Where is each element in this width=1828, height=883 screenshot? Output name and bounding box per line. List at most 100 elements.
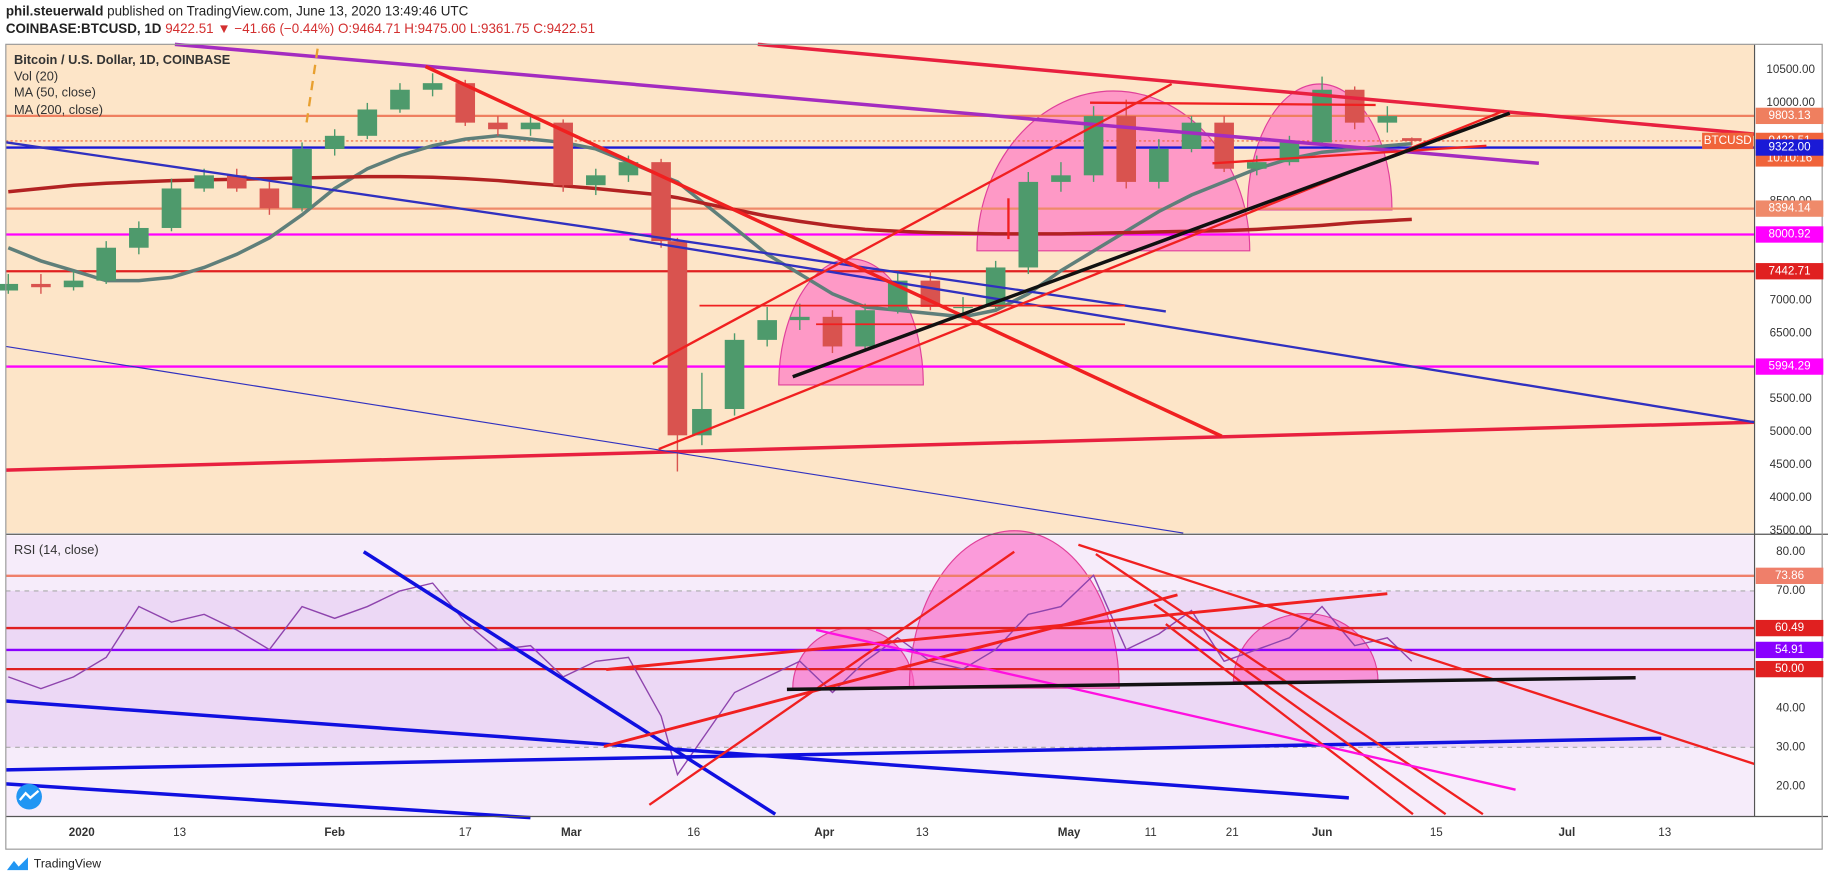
chart-title: RSI (14, close) [14,542,99,557]
header-line: phil.steuerwald published on TradingView… [6,3,469,18]
ohlc: O:9464.71 H:9475.00 L:9361.75 C:9422.51 [338,21,595,36]
candle-body [953,306,973,309]
author: phil.steuerwald [6,3,104,18]
candle-body [1083,116,1104,176]
footer: TradingView [6,857,101,871]
candle-body [667,241,688,436]
y-tick-label: 10500.00 [1766,63,1815,76]
y-tick-label: 6500.00 [1770,326,1813,339]
x-tick-label: 13 [173,826,186,839]
candle-body [63,280,84,288]
legend-entry: MA (200, close) [14,102,103,117]
candle-body [822,316,843,347]
trend-line [174,42,1540,166]
level-label-box [1755,226,1824,243]
candle-body [1181,122,1202,149]
candle-body [31,283,51,288]
footer-text: TradingView [34,857,101,871]
trend-line [792,111,1511,379]
level-label: 8000.92 [1768,228,1810,241]
candle-body [1377,116,1398,123]
symbol-tag: BTCUSD [1704,134,1752,147]
last-price: 9422.51 [165,21,213,36]
x-tick-label: Feb [324,826,345,839]
candle-body [422,83,443,90]
y-tick-label: 10000.00 [1766,96,1815,109]
candle-body [790,316,810,321]
candle-body [586,175,606,186]
candle-body [1051,175,1071,182]
trend-line [5,345,1184,534]
trend-line [5,141,1166,313]
candle-body [1312,89,1332,143]
level-label-box [1755,358,1824,375]
candle-body [618,162,639,176]
trend-line [652,82,1173,365]
level-label: 7442.71 [1768,264,1810,277]
candle-body [1018,181,1039,268]
level-label-box [1755,107,1824,125]
candle-body [1344,89,1365,123]
trend-line [305,44,320,123]
symbol-tag-box [1702,132,1754,150]
y-tick-label: 70.00 [1776,584,1806,597]
candle-body [1116,116,1137,182]
y-tick-label: 5000.00 [1770,425,1813,438]
moving-average [8,174,1412,236]
level-label: 5994.29 [1768,360,1810,373]
candle-body [161,188,182,228]
level-label-box [1755,641,1824,659]
candle-body [390,89,410,110]
candle-body [724,339,745,409]
level-label: 50.00 [1775,662,1805,675]
legend-entry: Vol (20) [14,68,58,83]
y-tick-label: 3500.00 [1770,524,1813,537]
trend-line [5,782,531,820]
trend-line [815,628,1516,791]
trend-line [362,550,777,816]
level-label-box [1755,619,1824,637]
y-tick-label: 80.00 [1776,545,1806,558]
y-tick-label: 40.00 [1776,701,1806,714]
x-tick-label: 13 [1658,826,1671,839]
level-label: 60.49 [1775,621,1804,634]
candle-body [357,109,378,136]
arch [778,258,924,386]
candle-body [855,310,875,347]
trend-line [1078,543,1755,766]
trend-line [648,550,1015,806]
pane-logo [16,783,42,810]
level-label: 73.86 [1775,569,1804,582]
candle-body [553,122,573,186]
trend-line [5,699,1349,800]
y-tick-label: 7000.00 [1770,293,1813,306]
candle-body [1149,148,1169,182]
logo-mark [18,789,40,801]
x-tick-label: 15 [1430,826,1443,839]
y-tick-label: 30.00 [1776,740,1806,753]
trend-line [1090,101,1376,107]
footer-logo [6,857,28,871]
trend-line [757,42,1755,136]
price-change: ▼ −41.66 (−0.44%) [217,21,334,36]
candle-body [651,162,671,242]
level-label-box [1755,200,1824,217]
legend-entry: MA (50, close) [14,85,96,100]
published: published on TradingView.com, June 13, 2… [107,3,468,18]
level-label: 54.91 [1775,643,1804,656]
level-label: 9803.13 [1768,109,1810,122]
candle-body [1246,162,1267,169]
trend-line [5,736,1662,772]
candle-body [0,283,19,291]
x-tick-label: 17 [459,826,472,839]
trend-line [424,64,1223,438]
trend-line [606,592,1388,671]
x-tick-label: May [1058,826,1081,839]
trend-line [1212,144,1487,165]
rsi-line [8,574,1413,777]
y-tick-label: 4500.00 [1770,458,1813,471]
trend-line [603,593,1178,748]
candle-body [129,227,149,248]
